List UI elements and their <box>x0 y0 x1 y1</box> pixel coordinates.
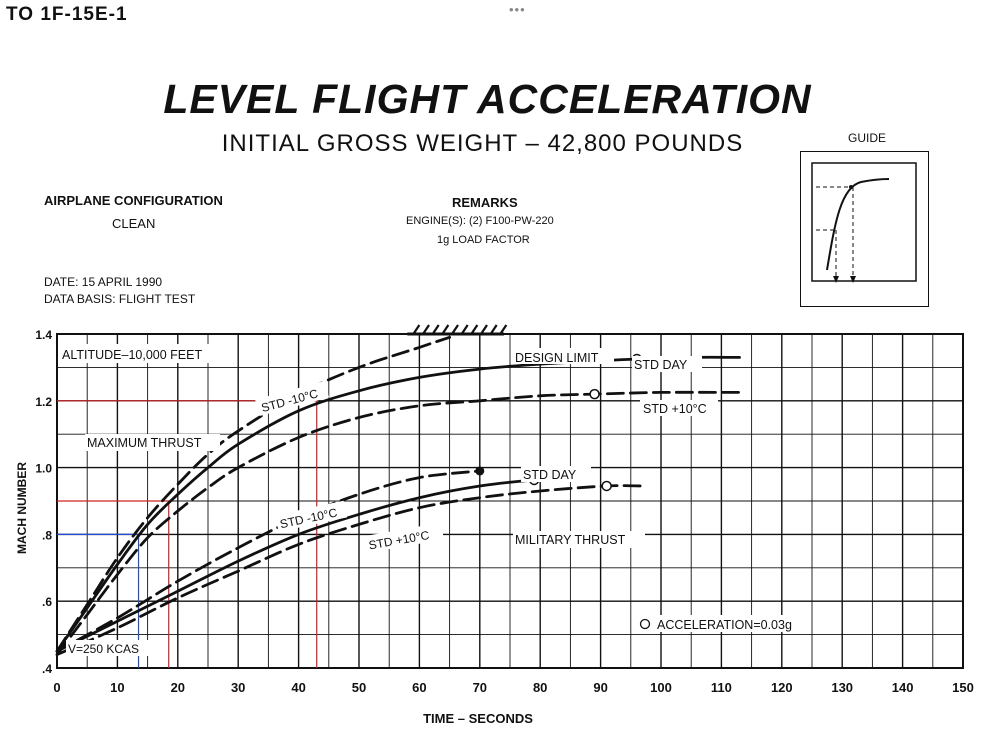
altitude-label-bg <box>60 344 213 363</box>
x-tick-label: 80 <box>533 680 547 695</box>
x-tick-label: 30 <box>231 680 245 695</box>
series-label-bg <box>521 466 591 482</box>
x-tick-label: 0 <box>53 680 60 695</box>
config-value: CLEAN <box>112 216 156 231</box>
tick-labels: 0 10 20 30 40 50 60 70 80 90 100 110 120 130 140 150 .4.… <box>35 328 974 695</box>
series-label-bg <box>275 500 348 532</box>
solid-point-marker <box>475 466 485 476</box>
altitude-label: ALTITUDE–10,000 FEET <box>62 348 202 362</box>
x-tick-label: 10 <box>110 680 124 695</box>
x-tick-label: 150 <box>952 680 974 695</box>
accel-legend-label: ACCELERATION=0.03g <box>657 618 792 632</box>
chart-grid <box>56 333 964 669</box>
series-line-5 <box>55 484 645 656</box>
design-limit-hatch-mark <box>451 324 459 335</box>
design-limit-hatch-mark <box>480 324 488 335</box>
acceleration-marker <box>589 388 600 400</box>
acceleration-marker <box>601 480 612 492</box>
remarks-label: REMARKS <box>452 195 518 210</box>
design-limit-hatch-mark <box>499 324 508 335</box>
x-tick-label: 20 <box>171 680 185 695</box>
series-line-1 <box>55 355 741 653</box>
chart-title: LEVEL FLIGHT ACCELERATION <box>163 76 812 122</box>
document-id: TO 1F-15E-1 <box>6 4 128 25</box>
accel-legend-marker <box>639 618 651 630</box>
design-limit-label-bg <box>513 348 614 364</box>
chart-subtitle: INITIAL GROSS WEIGHT – 42,800 POUNDS <box>221 130 744 157</box>
y-tick-label: .6 <box>42 595 52 609</box>
design-limit-hatch-mark <box>470 324 479 335</box>
series-lines <box>55 335 741 656</box>
start-speed-label-bg <box>66 640 158 656</box>
design-limit-hatch <box>407 324 508 336</box>
mil-thrust-label: MILITARY THRUST <box>515 533 626 547</box>
y-tick-label: 1.0 <box>35 462 52 476</box>
series-label-bg <box>255 380 330 417</box>
remarks-engine: ENGINE(S): (2) F100-PW-220 <box>406 215 554 227</box>
more-options-icon[interactable]: ••• <box>509 2 526 17</box>
start-speed-label: V=250 KCAS <box>68 642 139 656</box>
y-tick-label: 1.4 <box>35 328 52 342</box>
series-label-max-std: STD DAY <box>634 358 688 372</box>
y-tick-label: .4 <box>42 662 52 676</box>
x-tick-label: 60 <box>412 680 426 695</box>
y-axis-label: MACH NUMBER <box>15 462 29 554</box>
y-tick-label: .8 <box>42 528 52 542</box>
design-limit-hatch-mark <box>412 324 421 335</box>
x-tick-label: 120 <box>771 680 793 695</box>
guide-diagram <box>800 151 929 307</box>
series-label-bg <box>640 400 718 416</box>
series-line-3 <box>55 469 482 653</box>
series-line-2 <box>55 390 741 656</box>
design-limit-hatch-mark <box>431 324 440 335</box>
design-limit-label: DESIGN LIMIT <box>515 351 599 365</box>
data-basis-line: DATA BASIS: FLIGHT TEST <box>44 292 196 306</box>
design-limit-hatch-mark <box>489 324 498 335</box>
max-thrust-label-bg <box>85 434 220 451</box>
x-tick-label: 130 <box>831 680 853 695</box>
x-tick-label: 50 <box>352 680 366 695</box>
y-tick-label: 1.2 <box>35 395 52 409</box>
x-tick-label: 140 <box>892 680 914 695</box>
series-line-4 <box>55 476 572 653</box>
accel-legend-bg <box>634 615 810 632</box>
series-line-0 <box>55 335 451 653</box>
max-thrust-label: MAXIMUM THRUST <box>87 436 202 450</box>
remarks-load-factor: 1g LOAD FACTOR <box>437 234 530 246</box>
design-limit-hatch-mark <box>441 324 450 335</box>
date-line: DATE: 15 APRIL 1990 <box>44 275 163 289</box>
series-label-bg <box>632 356 702 372</box>
x-axis-label: TIME – SECONDS <box>423 711 533 726</box>
guide-graphic <box>811 162 917 283</box>
series-label-max-plus10: STD +10°C <box>643 402 707 416</box>
x-tick-label: 100 <box>650 680 672 695</box>
config-label: AIRPLANE CONFIGURATION <box>44 193 223 208</box>
reference-line <box>57 400 318 668</box>
design-limit-hatch-mark <box>422 324 430 335</box>
mil-thrust-label-bg <box>513 531 645 548</box>
series-label-mil-std: STD DAY <box>523 468 577 482</box>
series-label-bg <box>364 522 444 553</box>
x-tick-label: 70 <box>473 680 487 695</box>
design-limit-hatch-mark <box>460 324 469 335</box>
x-tick-label: 90 <box>593 680 607 695</box>
guide-label: GUIDE <box>848 131 887 145</box>
x-tick-label: 110 <box>711 680 732 695</box>
x-tick-label: 40 <box>291 680 305 695</box>
